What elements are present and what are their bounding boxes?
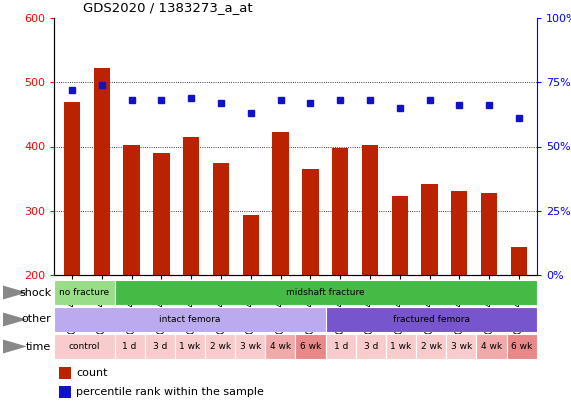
Bar [296, 334, 325, 359]
Bar [302, 169, 319, 275]
Bar [506, 334, 537, 359]
Text: 4 wk: 4 wk [270, 342, 291, 351]
Text: midshaft fracture: midshaft fracture [286, 288, 365, 297]
Bar [356, 334, 386, 359]
Polygon shape [3, 313, 27, 326]
Text: 2 wk: 2 wk [210, 342, 231, 351]
Bar [362, 145, 378, 275]
Bar [416, 334, 447, 359]
Bar [325, 334, 356, 359]
Bar [266, 334, 296, 359]
Bar [481, 194, 497, 275]
Text: 4 wk: 4 wk [481, 342, 502, 351]
Bar [115, 334, 144, 359]
Bar [205, 334, 235, 359]
Text: 6 wk: 6 wk [300, 342, 321, 351]
Bar [54, 334, 115, 359]
Text: control: control [69, 342, 100, 351]
Bar [144, 334, 175, 359]
Text: 3 d: 3 d [152, 342, 167, 351]
Bar [115, 280, 537, 305]
Bar [235, 334, 266, 359]
Bar [451, 192, 468, 275]
Bar [476, 334, 506, 359]
Bar [332, 148, 348, 275]
Bar [94, 68, 110, 275]
Text: count: count [76, 368, 107, 378]
Bar [64, 102, 81, 275]
Text: 6 wk: 6 wk [511, 342, 532, 351]
Text: 1 wk: 1 wk [391, 342, 412, 351]
Text: 1 wk: 1 wk [179, 342, 200, 351]
Text: shock: shock [19, 288, 51, 298]
Bar [510, 247, 527, 275]
Text: 3 wk: 3 wk [451, 342, 472, 351]
Bar [54, 307, 325, 332]
Text: intact femora: intact femora [159, 315, 220, 324]
Polygon shape [3, 339, 27, 354]
Bar [243, 215, 259, 275]
Bar [421, 184, 438, 275]
Polygon shape [3, 286, 27, 300]
Bar [386, 334, 416, 359]
Bar [54, 280, 115, 305]
Text: fractured femora: fractured femora [393, 315, 470, 324]
Text: 1 d: 1 d [333, 342, 348, 351]
Bar [183, 137, 199, 275]
Bar [59, 367, 71, 379]
Bar [447, 334, 476, 359]
Text: 2 wk: 2 wk [421, 342, 442, 351]
Text: percentile rank within the sample: percentile rank within the sample [76, 387, 264, 397]
Bar [392, 196, 408, 275]
Bar [153, 153, 170, 275]
Bar [213, 162, 229, 275]
Bar [59, 386, 71, 398]
Text: no fracture: no fracture [59, 288, 110, 297]
Bar [272, 132, 289, 275]
Bar [175, 334, 205, 359]
Bar [325, 307, 537, 332]
Text: other: other [22, 315, 51, 324]
Bar [123, 145, 140, 275]
Text: 3 d: 3 d [364, 342, 378, 351]
Text: 3 wk: 3 wk [240, 342, 261, 351]
Text: time: time [26, 341, 51, 352]
Text: 1 d: 1 d [122, 342, 137, 351]
Text: GDS2020 / 1383273_a_at: GDS2020 / 1383273_a_at [83, 1, 252, 14]
